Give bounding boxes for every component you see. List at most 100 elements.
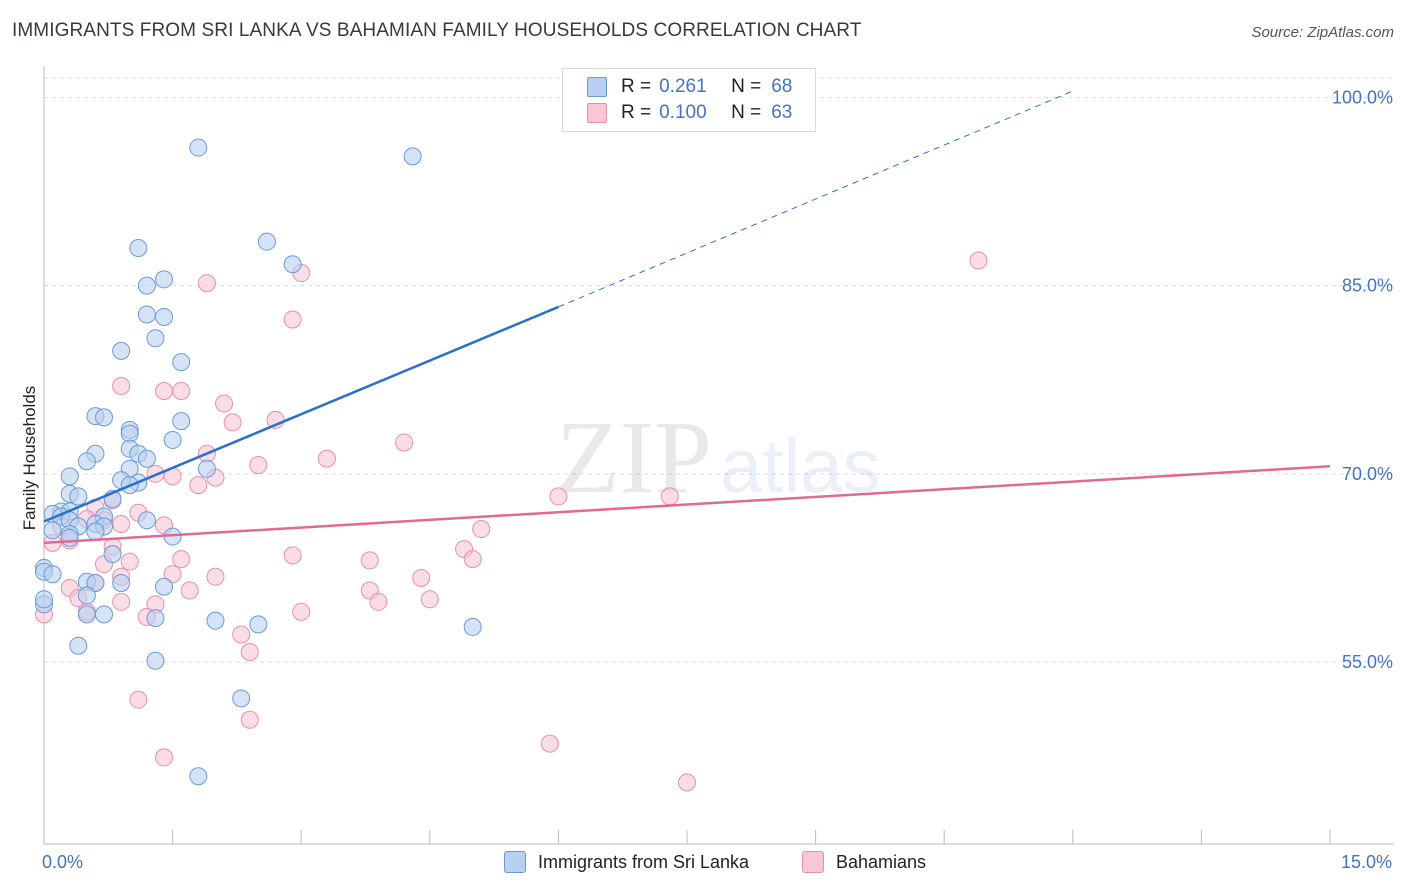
sri-lanka-point	[172, 353, 191, 372]
sri-lanka-point	[120, 424, 139, 443]
legend-r-value: 0.261	[659, 76, 707, 97]
bahamians-point	[249, 456, 268, 475]
bahamians-point	[549, 487, 568, 506]
bahamians-point	[189, 476, 208, 495]
sri-lanka-point	[103, 545, 122, 564]
sri-lanka-point	[155, 577, 174, 596]
bahamians-points	[35, 251, 988, 792]
sri-lanka-point	[463, 617, 482, 636]
bahamians-point	[120, 552, 139, 571]
trend-lines	[43, 90, 1331, 545]
bahamians-point	[155, 382, 174, 401]
sri-lanka-point	[146, 329, 165, 348]
legend-row-sri-lanka: R = 0.261 N = 68	[587, 74, 792, 100]
sri-lanka-point	[77, 605, 96, 624]
sri-lanka-point	[69, 487, 88, 506]
legend-swatch-blue	[504, 851, 526, 873]
y-axis-label: Family Households	[20, 385, 39, 531]
bahamians-point	[240, 710, 259, 729]
legend-swatch-blue	[587, 77, 607, 97]
sri-lanka-point	[112, 573, 131, 592]
sri-lanka-point	[95, 408, 114, 427]
sri-lanka-point	[155, 270, 174, 289]
legend-label-bahamians: Bahamians	[836, 851, 927, 872]
y-tick-label: 55.0%	[1342, 652, 1393, 672]
bahamians-point	[360, 551, 379, 570]
chart-title: IMMIGRANTS FROM SRI LANKA VS BAHAMIAN FA…	[12, 20, 862, 41]
bahamians-point	[155, 748, 174, 767]
sri-lanka-point	[283, 255, 302, 274]
legend-item-sri-lanka[interactable]: Immigrants from Sri Lanka	[504, 851, 749, 873]
bahamians-point	[412, 568, 431, 587]
sri-lanka-point	[129, 238, 148, 257]
sri-lanka-point	[206, 611, 225, 630]
bahamians-point	[215, 394, 234, 413]
sri-lanka-point	[172, 412, 191, 431]
bahamians-point	[317, 449, 336, 468]
watermark: ZIP atlas	[556, 400, 881, 515]
y-tick-label: 100.0%	[1332, 87, 1393, 107]
y-tick-labels: 55.0% 70.0% 85.0% 100.0%	[1332, 87, 1393, 672]
legend-label-sri-lanka: Immigrants from Sri Lanka	[538, 851, 750, 872]
sri-lanka-point	[60, 467, 79, 486]
sri-lanka-point	[137, 305, 156, 324]
legend-n-label: N =	[731, 102, 762, 123]
gridlines	[44, 77, 1394, 663]
sri-lanka-point	[77, 586, 96, 605]
sri-lanka-point	[43, 521, 62, 540]
y-tick-label: 85.0%	[1342, 276, 1393, 296]
sri-lanka-point	[197, 459, 216, 478]
sri-lanka-point	[232, 689, 251, 708]
x-tick-label-max: 15.0%	[1340, 852, 1392, 872]
bahamians-point	[240, 643, 259, 662]
bahamians-point	[112, 592, 131, 611]
bahamians-point	[112, 515, 131, 534]
sri-lanka-trend-line	[43, 305, 559, 523]
bahamians-point	[292, 602, 311, 621]
sri-lanka-point	[146, 609, 165, 628]
legend-item-bahamians[interactable]: Bahamians	[802, 851, 926, 873]
bahamians-point	[172, 382, 191, 401]
sri-lanka-point	[43, 565, 62, 584]
series-legend: Immigrants from Sri Lanka Bahamians	[0, 851, 1406, 877]
legend-n-label: N =	[731, 76, 762, 97]
sri-lanka-point	[403, 147, 422, 166]
bahamians-point	[369, 592, 388, 611]
sri-lanka-point	[137, 449, 156, 468]
bahamians-point	[678, 773, 696, 792]
sri-lanka-point	[189, 138, 208, 157]
legend-row-bahamians: R = 0.100 N = 63	[587, 100, 792, 126]
legend-n-value: 63	[771, 102, 793, 123]
sri-lanka-point	[86, 522, 105, 541]
bahamians-trend-line	[43, 465, 1331, 545]
source-label: Source: ZipAtlas.com	[1251, 24, 1394, 41]
bahamians-point	[283, 310, 302, 329]
legend-r-value: 0.100	[659, 102, 707, 123]
sri-lanka-point	[163, 430, 182, 449]
sri-lanka-point	[189, 767, 208, 786]
sri-lanka-point	[146, 651, 165, 670]
sri-lanka-point	[137, 276, 156, 295]
sri-lanka-point	[69, 636, 88, 655]
stats-legend: R = 0.261 N = 68 R = 0.100 N = 63	[562, 68, 816, 132]
watermark-atlas: atlas	[720, 424, 881, 509]
axes	[43, 66, 1394, 845]
legend-r-label: R =	[621, 102, 652, 123]
bahamians-point	[283, 546, 302, 565]
bahamians-point	[223, 413, 242, 432]
legend-swatch-pink	[587, 103, 607, 123]
bahamians-point	[463, 550, 482, 569]
bahamians-point	[540, 734, 559, 753]
y-tick-label: 70.0%	[1342, 464, 1393, 484]
bahamians-point	[172, 550, 191, 569]
sri-lanka-point	[112, 341, 131, 360]
sri-lanka-point	[60, 528, 79, 547]
bahamians-point	[420, 590, 439, 609]
legend-r-label: R =	[621, 76, 652, 97]
bahamians-point	[129, 690, 148, 709]
sri-lanka-trend-extension	[558, 90, 1073, 308]
legend-n-value: 68	[771, 76, 793, 97]
watermark-zip: ZIP	[556, 400, 712, 515]
sri-lanka-point	[86, 573, 105, 592]
sri-lanka-point	[35, 590, 53, 609]
